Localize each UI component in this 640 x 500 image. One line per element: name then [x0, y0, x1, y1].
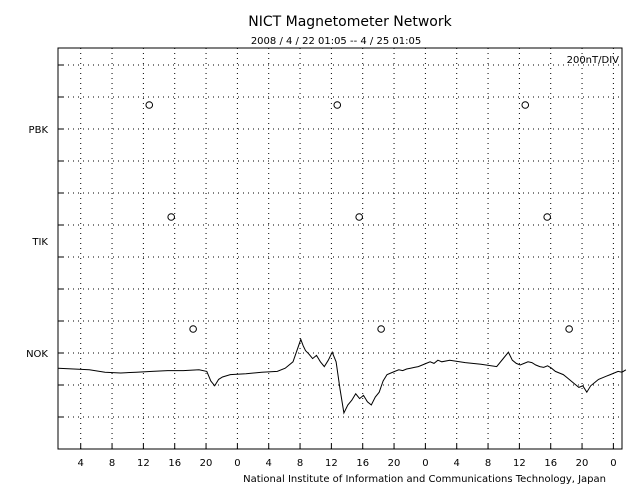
plot-frame	[57, 47, 623, 450]
axis-ticks	[58, 64, 614, 449]
station-label-pbk: PBK	[29, 125, 49, 136]
x-tick-label: 4	[78, 458, 84, 469]
noon-markers	[145, 101, 573, 333]
x-tick-label: 16	[544, 458, 557, 469]
noon-marker	[377, 325, 385, 333]
x-tick-label: 0	[234, 458, 240, 469]
noon-marker	[521, 101, 530, 109]
noon-marker	[565, 325, 573, 333]
noon-marker	[145, 101, 154, 109]
noon-marker	[167, 213, 175, 221]
x-tick-label: 20	[576, 458, 589, 469]
noon-marker	[543, 213, 551, 221]
x-tick-label: 20	[200, 458, 213, 469]
chart-subtitle: 2008 / 4 / 22 01:05 -- 4 / 25 01:05	[251, 36, 421, 47]
footer-credit: National Institute of Information and Co…	[243, 474, 606, 485]
x-tick-label: 4	[266, 458, 272, 469]
x-tick-label: 4	[454, 458, 460, 469]
x-tick-label: 20	[388, 458, 401, 469]
scale-label: 200nT/DIV	[567, 55, 620, 66]
x-tick-label: 8	[485, 458, 491, 469]
x-tick-label: 12	[513, 458, 526, 469]
series-nok-line	[57, 337, 627, 415]
x-tick-label: 0	[422, 458, 428, 469]
x-tick-label: 0	[610, 458, 616, 469]
x-tick-label: 8	[297, 458, 303, 469]
series-layer	[57, 337, 627, 415]
chart-title: NICT Magnetometer Network	[248, 14, 452, 30]
noon-marker	[333, 101, 342, 109]
x-tick-label: 16	[168, 458, 181, 469]
x-tick-label: 8	[109, 458, 115, 469]
station-label-nok: NOK	[26, 349, 48, 360]
noon-marker	[355, 213, 363, 221]
x-tick-label: 16	[356, 458, 369, 469]
x-tick-label: 12	[325, 458, 338, 469]
x-tick-label: 12	[137, 458, 150, 469]
station-label-tik: TIK	[31, 237, 48, 248]
noon-marker	[189, 325, 197, 333]
axis-labels: 4 8 12 16 20 0 4 8 12 16 20 0 4 8 12 16 20 0 PBK TIK NOK	[26, 125, 616, 469]
plot-grid	[58, 48, 622, 449]
